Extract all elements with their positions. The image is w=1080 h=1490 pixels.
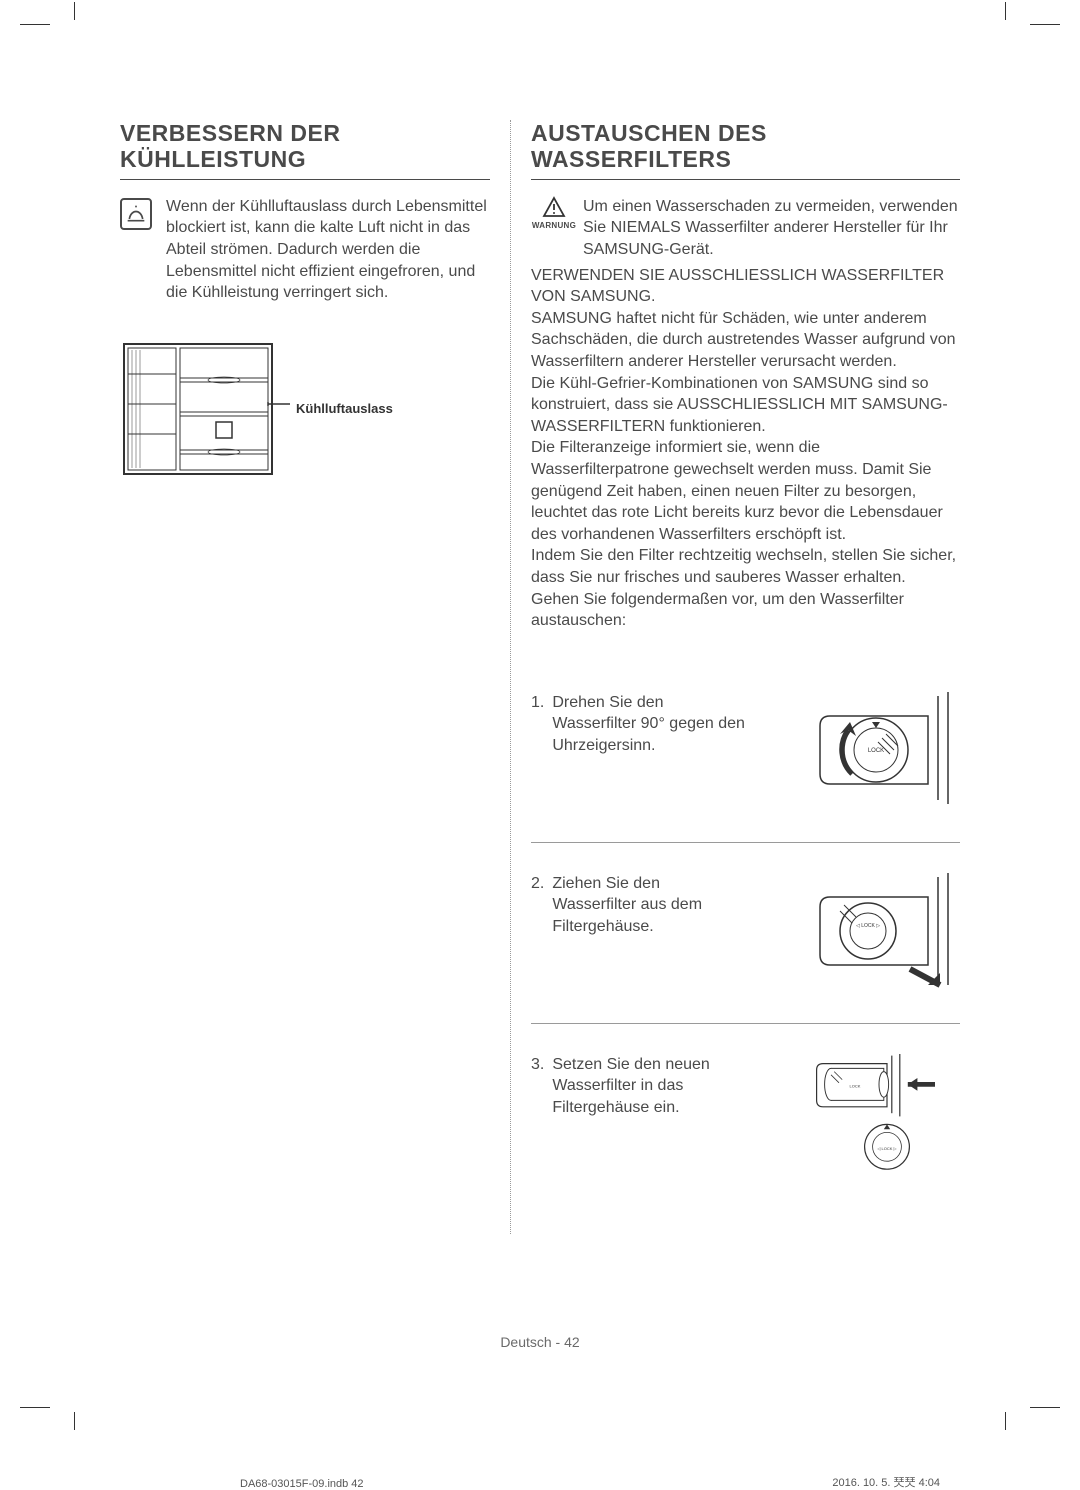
filter-insert-diagram: LOCK ◁ LOCK ▷	[790, 1054, 960, 1174]
steps-list: 1. Drehen Sie den Wasserfilter 90° gegen…	[531, 692, 960, 1204]
crop-mark	[60, 1390, 92, 1422]
step-2: 2. Ziehen Sie den Wasserfilter aus dem F…	[531, 873, 960, 1024]
fridge-figure: Kühlluftauslass	[120, 334, 490, 484]
left-column: VERBESSERN DER KÜHLLEISTUNG Wenn der Küh…	[120, 120, 490, 1234]
step-body: Drehen Sie den Wasserfilter 90° gegen de…	[552, 692, 746, 757]
step-number: 3.	[531, 1054, 544, 1119]
warning-label: WARNUNG	[532, 221, 576, 230]
right-heading: AUSTAUSCHEN DES WASSERFILTERS	[531, 120, 960, 180]
svg-text:LOCK: LOCK	[850, 1083, 861, 1088]
svg-text:LOCK: LOCK	[868, 748, 884, 754]
fridge-diagram	[120, 334, 290, 484]
content-area: VERBESSERN DER KÜHLLEISTUNG Wenn der Küh…	[120, 120, 960, 1370]
step-figure: LOCK ◁ LOCK ▷	[766, 1054, 960, 1174]
step-figure: LOCK	[766, 692, 960, 812]
note-block: Wenn der Kühlluftauslass durch Lebensmit…	[120, 196, 490, 304]
step-number: 1.	[531, 692, 544, 757]
callout-label: Kühlluftauslass	[296, 401, 393, 416]
filter-pull-diagram: ◁ LOCK ▷	[790, 873, 960, 993]
print-footer-timestamp: 2016. 10. 5. 珡珡 4:04	[832, 1474, 940, 1490]
paragraph-line: SAMSUNG haftet nicht für Schäden, wie un…	[531, 308, 960, 373]
svg-text:◁ LOCK ▷: ◁ LOCK ▷	[856, 923, 880, 929]
page-footer: Deutsch - 42	[120, 1334, 960, 1350]
paragraph-line: Die Filteranzeige informiert sie, wenn d…	[531, 437, 960, 545]
right-column: AUSTAUSCHEN DES WASSERFILTERS WARNUNG Um…	[510, 120, 960, 1234]
crop-mark	[988, 10, 1020, 42]
paragraph-line: Indem Sie den Filter rechtzeitig wechsel…	[531, 545, 960, 588]
paragraph-line: Die Kühl-Gefrier-Kombinationen von SAMSU…	[531, 373, 960, 438]
step-number: 2.	[531, 873, 544, 938]
step-1: 1. Drehen Sie den Wasserfilter 90° gegen…	[531, 692, 960, 843]
step-body: Ziehen Sie den Wasserfilter aus dem Filt…	[552, 873, 746, 938]
warning-block: WARNUNG Um einen Wasserschaden zu vermei…	[531, 196, 960, 261]
left-heading: VERBESSERN DER KÜHLLEISTUNG	[120, 120, 490, 180]
right-body-text: VERWENDEN SIE AUSSCHLIESSLICH WASSERFILT…	[531, 265, 960, 632]
paragraph-line: VERWENDEN SIE AUSSCHLIESSLICH WASSERFILT…	[531, 265, 960, 308]
warning-text: Um einen Wasserschaden zu vermeiden, ver…	[583, 196, 960, 261]
filter-rotate-diagram: LOCK	[790, 692, 960, 812]
svg-text:◁ LOCK ▷: ◁ LOCK ▷	[877, 1146, 897, 1151]
print-footer-docid: DA68-03015F-09.indb 42	[240, 1478, 364, 1490]
step-text: 2. Ziehen Sie den Wasserfilter aus dem F…	[531, 873, 746, 938]
step-text: 1. Drehen Sie den Wasserfilter 90° gegen…	[531, 692, 746, 757]
crop-mark	[988, 1390, 1020, 1422]
note-icon	[120, 198, 152, 230]
crop-mark	[60, 10, 92, 42]
step-figure: ◁ LOCK ▷	[766, 873, 960, 993]
paragraph-line: Gehen Sie folgendermaßen vor, um den Was…	[531, 589, 960, 632]
warning-icon-col: WARNUNG	[531, 196, 577, 230]
note-text: Wenn der Kühlluftauslass durch Lebensmit…	[166, 196, 490, 304]
step-3: 3. Setzen Sie den neuen Wasserfilter in …	[531, 1054, 960, 1204]
two-columns: VERBESSERN DER KÜHLLEISTUNG Wenn der Küh…	[120, 120, 960, 1234]
manual-page: VERBESSERN DER KÜHLLEISTUNG Wenn der Küh…	[0, 0, 1080, 1472]
warning-icon	[542, 196, 566, 220]
step-body: Setzen Sie den neuen Wasserfilter in das…	[552, 1054, 746, 1119]
step-text: 3. Setzen Sie den neuen Wasserfilter in …	[531, 1054, 746, 1119]
